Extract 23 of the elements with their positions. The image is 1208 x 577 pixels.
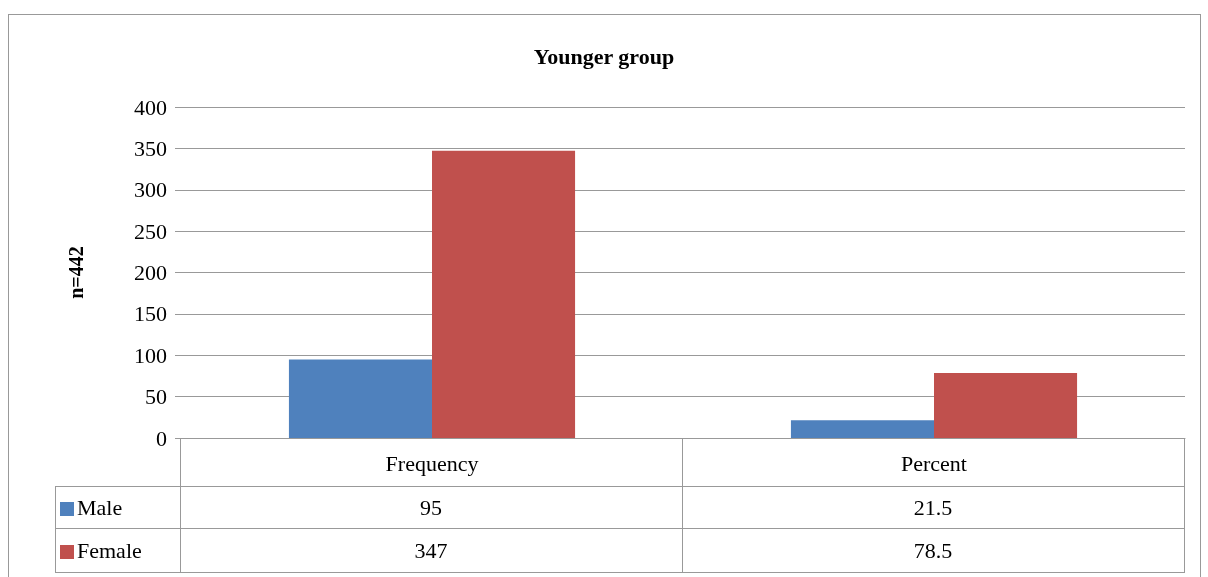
bar	[288, 359, 432, 438]
legend-label: Female	[77, 537, 142, 563]
chart-title: Younger group	[533, 43, 675, 69]
y-tick-label: 50	[145, 384, 167, 410]
x-tick-label: Percent	[901, 450, 967, 476]
y-tick-label: 0	[156, 425, 167, 451]
y-tick-label: 100	[134, 342, 167, 368]
bar	[934, 373, 1078, 438]
data-label: 21.5	[682, 486, 1184, 529]
data-label: 78.5	[682, 528, 1184, 573]
y-tick-label: 400	[134, 94, 167, 120]
y-tick-label: 250	[134, 218, 167, 244]
data-label: 95	[180, 486, 682, 529]
y-tick-label: 300	[134, 177, 167, 203]
x-tick-label: Frequency	[385, 450, 479, 476]
data-label: 347	[180, 528, 682, 573]
y-tick-label: 350	[134, 135, 167, 161]
bar	[432, 150, 576, 438]
legend-label: Male	[77, 494, 123, 520]
y-axis-title: n=442	[65, 246, 87, 299]
y-tick-label: 150	[134, 301, 167, 327]
bar	[790, 420, 934, 438]
y-tick-label: 200	[134, 260, 167, 285]
